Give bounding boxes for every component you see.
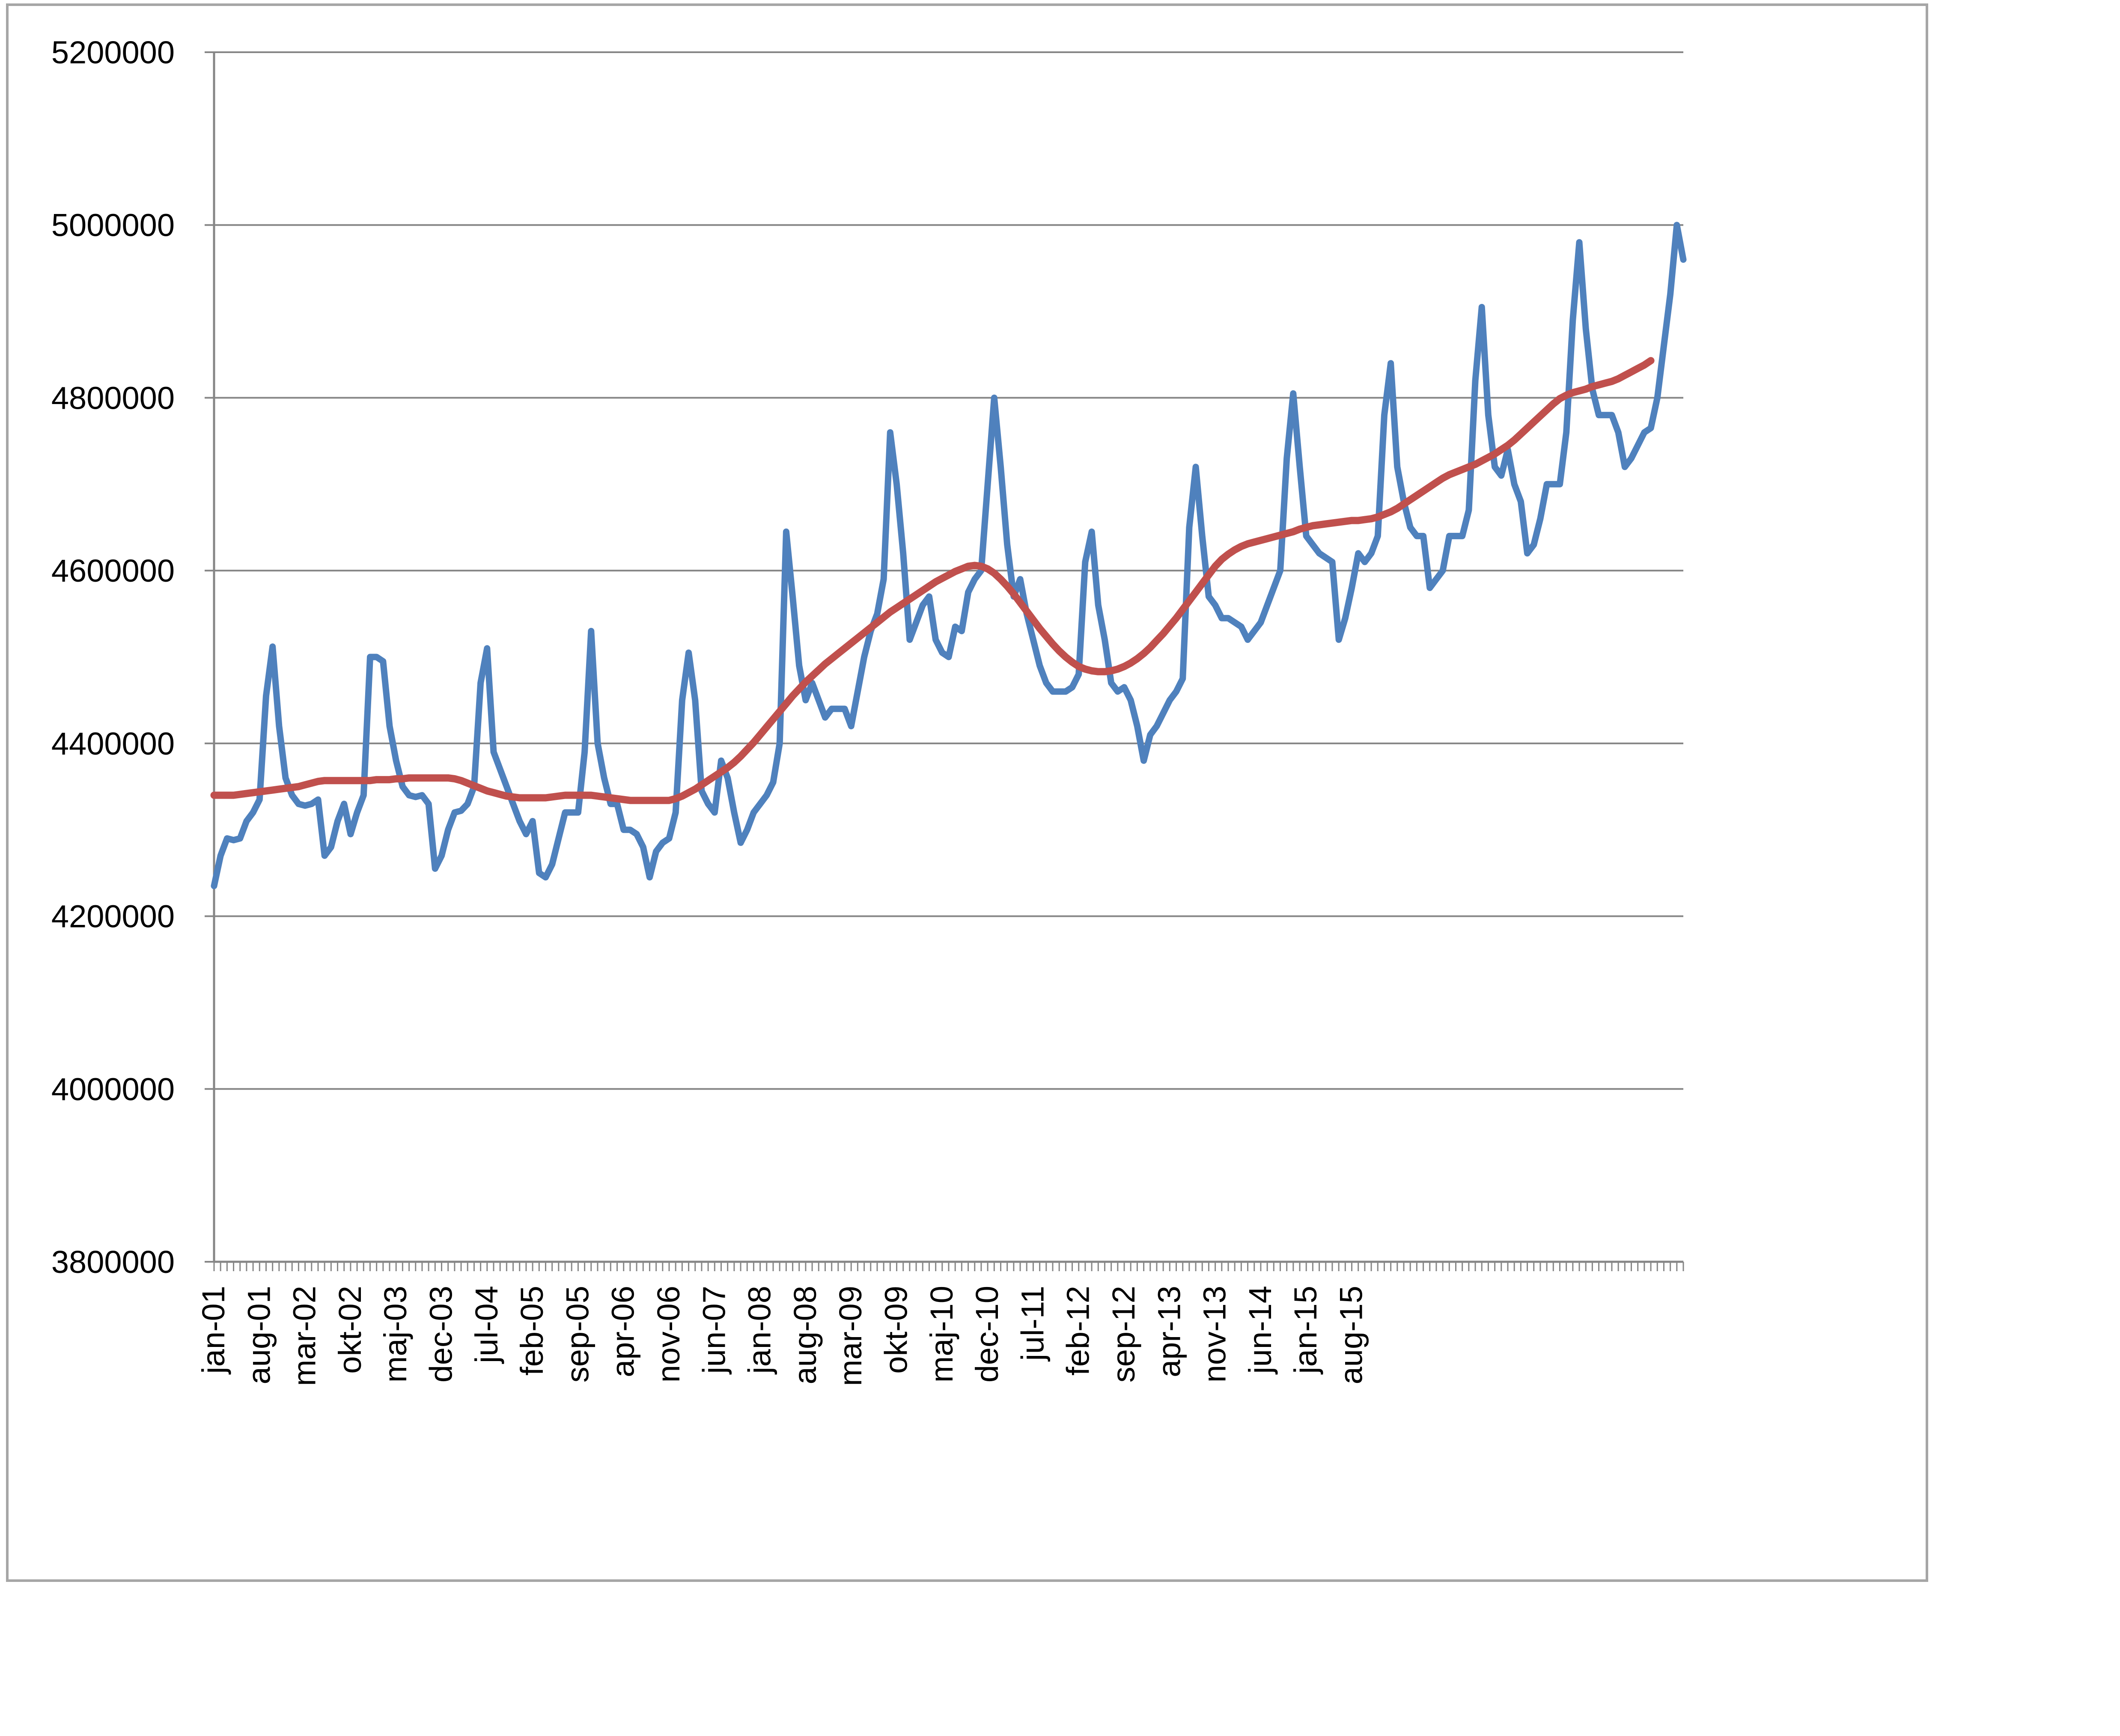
x-tick-label: sep-05 — [560, 1286, 595, 1382]
y-tick-label: 4200000 — [51, 899, 175, 934]
x-tick-label: mar-09 — [833, 1286, 868, 1386]
x-tick-label: jul-04 — [469, 1286, 504, 1364]
chart-frame: 3800000 4000000 4200000 4400000 4600000 48000… — [6, 3, 1928, 1582]
y-tick-label: 4600000 — [51, 553, 175, 589]
x-tick-label: aug-01 — [241, 1286, 277, 1384]
x-tick-label: jan-08 — [742, 1286, 777, 1375]
axes — [205, 51, 1684, 1271]
line-chart: 3800000 4000000 4200000 4400000 4600000 48000… — [51, 35, 1687, 1386]
y-tick-label: 5200000 — [51, 35, 175, 70]
x-tick-label: jul-11 — [1015, 1286, 1050, 1362]
y-axis-tick-labels: 3800000 4000000 4200000 4400000 4600000 48000… — [51, 35, 175, 1280]
y-tick-label: 4800000 — [51, 380, 175, 416]
x-tick-label: jan-01 — [196, 1286, 231, 1375]
x-tick-label: jun-07 — [696, 1286, 732, 1375]
x-tick-label: feb-05 — [514, 1286, 550, 1376]
x-tick-label: nov-13 — [1197, 1286, 1233, 1382]
x-tick-label: mar-02 — [287, 1286, 322, 1386]
x-tick-label: sep-12 — [1106, 1286, 1141, 1382]
x-axis-tick-labels: jan-01 aug-01 mar-02 okt-02 maj-03 dec-03 jul-… — [196, 1286, 1369, 1386]
x-tick-label: dec-03 — [423, 1286, 459, 1382]
x-tick-label: aug-15 — [1334, 1286, 1369, 1384]
x-tick-label: apr-06 — [605, 1286, 641, 1377]
x-tick-label: aug-08 — [787, 1286, 823, 1384]
y-tick-label: 3800000 — [51, 1244, 175, 1280]
y-tick-label: 4000000 — [51, 1071, 175, 1107]
x-tick-label: feb-12 — [1060, 1286, 1096, 1376]
x-tick-label: apr-13 — [1151, 1286, 1187, 1377]
x-tick-label: nov-06 — [651, 1286, 686, 1382]
x-tick-label: jan-15 — [1288, 1286, 1323, 1375]
x-tick-label: maj-10 — [924, 1286, 959, 1382]
x-tick-label: okt-02 — [332, 1286, 368, 1374]
series-line-trend — [210, 357, 1655, 804]
series-line-monthly — [211, 222, 1687, 889]
gridlines — [214, 51, 1683, 1090]
x-tick-label: jun-14 — [1242, 1286, 1278, 1375]
x-tick-label: okt-09 — [878, 1286, 914, 1374]
y-tick-label: 4400000 — [51, 726, 175, 761]
x-tick-label: dec-10 — [969, 1286, 1005, 1382]
series-lines — [210, 222, 1687, 889]
y-tick-label: 5000000 — [51, 208, 175, 243]
x-tick-label: maj-03 — [378, 1286, 413, 1382]
